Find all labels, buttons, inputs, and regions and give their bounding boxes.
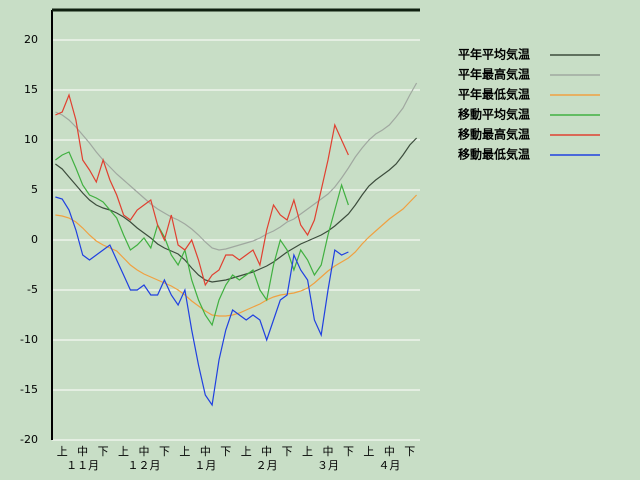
series-line (55, 196, 349, 407)
x-tick-label: 中 (323, 445, 334, 458)
month-label: １月 (194, 459, 216, 472)
x-tick-label: 下 (220, 445, 231, 458)
x-tick-label: 上 (57, 445, 68, 458)
series-line (55, 82, 418, 251)
x-tick-label: 中 (261, 445, 272, 458)
month-label: １１月 (66, 459, 99, 472)
legend-label: 平年最低気温 (458, 87, 530, 102)
x-tick-label: 下 (159, 445, 170, 458)
y-tick-label: -15 (20, 383, 38, 396)
x-tick-label: 上 (118, 445, 129, 458)
y-tick-label: 10 (24, 133, 38, 146)
month-label: ４月 (378, 459, 400, 472)
x-tick-label: 下 (282, 445, 293, 458)
x-tick-label: 上 (241, 445, 252, 458)
x-tick-label: 下 (98, 445, 109, 458)
legend-label: 移動最高気温 (458, 127, 530, 142)
month-label: １２月 (128, 459, 161, 472)
series-line (55, 194, 418, 317)
legend-label: 移動平均気温 (458, 107, 530, 122)
y-tick-label: 0 (31, 233, 38, 246)
x-tick-label: 中 (384, 445, 395, 458)
x-tick-label: 中 (200, 445, 211, 458)
x-tick-label: 下 (343, 445, 354, 458)
x-tick-label: 上 (363, 445, 374, 458)
month-label: ２月 (256, 459, 278, 472)
y-tick-label: 15 (24, 83, 38, 96)
y-tick-label: 20 (24, 33, 38, 46)
y-tick-label: -5 (27, 283, 38, 296)
y-tick-label: -10 (20, 333, 38, 346)
legend-label: 平年平均気温 (458, 47, 530, 62)
y-tick-label: 5 (31, 183, 38, 196)
x-tick-label: 中 (77, 445, 88, 458)
y-tick-label: -20 (20, 433, 38, 446)
legend-label: 移動最低気温 (458, 147, 530, 162)
series-line (55, 93, 349, 287)
x-tick-label: 上 (179, 445, 190, 458)
x-tick-label: 上 (302, 445, 313, 458)
series-line (55, 151, 349, 327)
x-tick-label: 下 (404, 445, 415, 458)
x-tick-label: 中 (139, 445, 150, 458)
month-label: ３月 (317, 459, 339, 472)
legend-label: 平年最高気温 (458, 67, 530, 82)
